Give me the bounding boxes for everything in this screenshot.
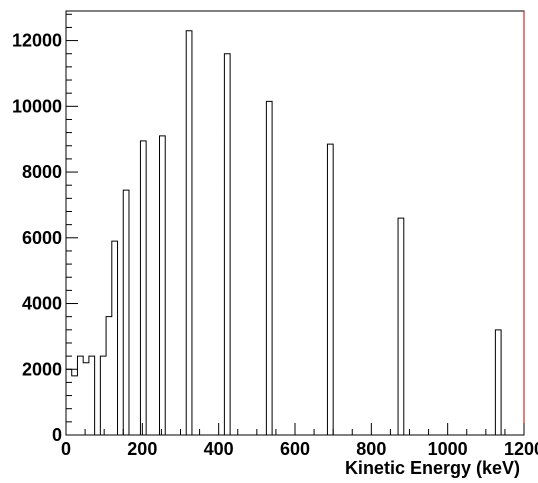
plot-border xyxy=(65,10,525,436)
x-axis-title: Kinetic Energy (keV) xyxy=(345,458,520,478)
y-tick-label: 4000 xyxy=(22,294,62,314)
y-tick-label: 12000 xyxy=(12,31,62,51)
x-tick-label: 1200 xyxy=(504,439,538,459)
histogram-bin-1 xyxy=(72,376,78,435)
histogram-bin-12 xyxy=(160,136,166,435)
y-tick-label: 0 xyxy=(52,425,62,445)
histogram-bin-13 xyxy=(186,31,192,435)
histogram-bin-0 xyxy=(66,369,72,435)
histogram-bin-4 xyxy=(89,356,95,435)
y-axis: 0 2000 4000 6000 8000 10000 12000 xyxy=(12,13,78,445)
x-axis: 0 200 400 600 800 1000 1200 xyxy=(61,423,538,459)
y-tick-label: 8000 xyxy=(22,162,62,182)
y-tick-label: 10000 xyxy=(12,96,62,116)
histogram-bin-16 xyxy=(327,144,333,435)
histogram-outline xyxy=(65,30,502,436)
histogram-bin-14 xyxy=(224,54,230,435)
histogram-bin-10 xyxy=(123,190,129,435)
x-tick-label: 1000 xyxy=(428,439,468,459)
histogram-bin-2 xyxy=(77,356,83,435)
histogram-bin-18 xyxy=(495,330,501,435)
histogram-bin-17 xyxy=(398,218,404,435)
plot-frame xyxy=(65,10,525,436)
histogram-bin-15 xyxy=(266,101,272,435)
y-tick-label: 2000 xyxy=(22,359,62,379)
x-tick-label: 800 xyxy=(356,439,386,459)
x-tick-label: 0 xyxy=(61,439,71,459)
histogram-bin-6 xyxy=(100,356,106,435)
x-tick-label: 600 xyxy=(280,439,310,459)
histogram-bars xyxy=(65,30,502,436)
x-tick-label: 200 xyxy=(127,439,157,459)
histogram-bin-3 xyxy=(83,363,89,435)
histogram-bin-11 xyxy=(140,141,146,435)
x-tick-label: 400 xyxy=(204,439,234,459)
histogram-bin-7 xyxy=(106,317,112,435)
y-tick-label: 6000 xyxy=(22,228,62,248)
histogram-bin-8 xyxy=(112,241,118,435)
